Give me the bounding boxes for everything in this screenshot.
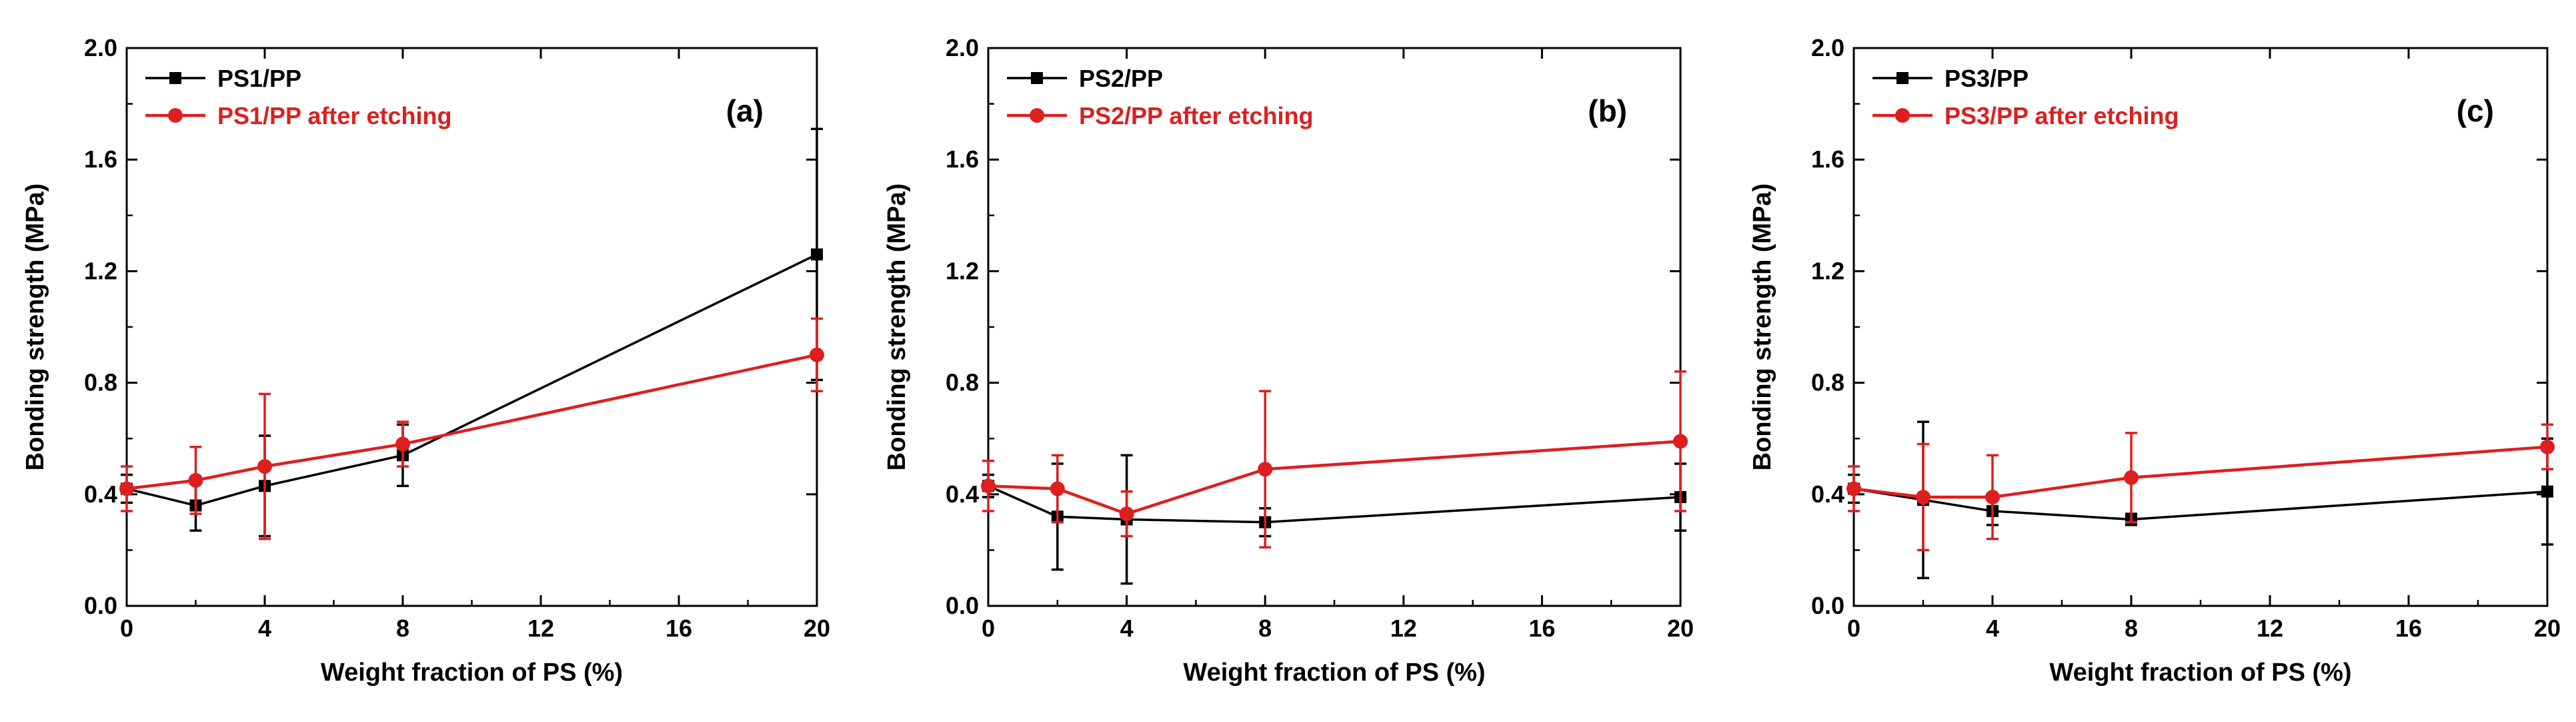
- legend-marker-square: [1896, 72, 1908, 84]
- legend-label: PS2/PP: [1079, 65, 1163, 92]
- legend-label: PS1/PP: [217, 65, 301, 92]
- x-tick-label: 12: [527, 615, 554, 642]
- legend-marker-square: [169, 72, 181, 84]
- y-axis-title: Bonding strength (MPa): [883, 184, 911, 471]
- x-tick-label: 16: [1528, 615, 1555, 642]
- y-tick-label: 1.2: [946, 257, 979, 284]
- data-point-circle: [981, 478, 996, 494]
- y-tick-label: 2.0: [1811, 34, 1844, 61]
- y-tick-label: 0.8: [946, 369, 979, 396]
- x-tick-label: 4: [1986, 615, 1999, 642]
- x-tick-label: 0: [1847, 615, 1860, 642]
- series-1: [982, 454, 1686, 585]
- data-point-circle: [395, 436, 410, 452]
- panel-label: (a): [726, 93, 764, 128]
- series-2: [1846, 423, 2555, 552]
- series-2: [119, 317, 824, 540]
- x-tick-label: 20: [2534, 615, 2561, 642]
- data-point-circle: [1846, 481, 1861, 496]
- panel-label: (b): [1588, 93, 1627, 128]
- legend: PS2/PP PS2/PP after etching: [1007, 65, 1313, 129]
- y-axis-title: Bonding strength (MPa): [21, 184, 49, 471]
- y-tick-label: 0.4: [1811, 480, 1844, 508]
- y-tick-label: 0.8: [1811, 369, 1844, 396]
- x-axis-title: Weight fraction of PS (%): [1183, 659, 1485, 687]
- series-2: [981, 370, 1688, 549]
- legend-marker-circle: [1030, 108, 1044, 123]
- chart-panel-b: 0 4 8 12 16 20 0.0 0.4 0.8 1.2 1.6 2.0 Weight fracti…: [883, 34, 1694, 687]
- series-line: [988, 484, 1681, 524]
- legend-label: PS3/PP: [1945, 65, 2029, 92]
- legend-label: PS1/PP after etching: [217, 102, 451, 129]
- data-point-circle: [810, 347, 824, 362]
- y-axis-title: Bonding strength (MPa): [1748, 184, 1776, 471]
- y-tick-label: 1.6: [946, 145, 979, 173]
- legend-marker-circle: [168, 108, 183, 123]
- x-tick-label: 20: [804, 615, 830, 642]
- data-point-square: [811, 248, 823, 261]
- data-point-circle: [1119, 506, 1134, 522]
- data-point-circle: [1673, 434, 1688, 449]
- y-tick-label: 0.8: [84, 369, 117, 396]
- series-line: [1853, 445, 2548, 499]
- data-point-circle: [1985, 489, 2000, 504]
- x-axis-title: Weight fraction of PS (%): [321, 659, 623, 687]
- plot-frame: [125, 47, 818, 607]
- x-tick-label: 0: [120, 615, 133, 642]
- data-point-circle: [188, 472, 203, 488]
- y-tick-label: 1.6: [84, 145, 117, 173]
- data-point-circle: [2540, 439, 2555, 454]
- legend-label: PS2/PP after etching: [1079, 102, 1313, 129]
- series-line: [126, 253, 818, 507]
- x-axis-title: Weight fraction of PS (%): [2049, 659, 2351, 687]
- y-tick-label: 1.2: [1811, 257, 1844, 284]
- data-point-circle: [257, 459, 272, 474]
- data-point-circle: [1916, 489, 1930, 504]
- data-point-square: [2541, 485, 2553, 498]
- legend-marker-square: [1031, 72, 1043, 84]
- y-tick-label: 0.4: [84, 480, 117, 508]
- y-tick-label: 2.0: [946, 34, 979, 61]
- x-tick-label: 12: [2257, 615, 2283, 642]
- x-tick-label: 8: [1258, 615, 1272, 642]
- chart-panel-a: 0 4 8 12 16 20 0.0 0.4 0.8 1.2 1.6 2.0 Weight fracti…: [21, 34, 830, 687]
- x-tick-label: 16: [666, 615, 692, 642]
- x-tick-label: 8: [396, 615, 409, 642]
- legend-label: PS3/PP after etching: [1945, 102, 2179, 129]
- x-tick-label: 4: [1120, 615, 1134, 642]
- y-tick-label: 0.0: [1811, 592, 1844, 619]
- legend-marker-circle: [1895, 108, 1910, 123]
- y-tick-label: 0.0: [946, 592, 979, 619]
- y-tick-label: 2.0: [84, 34, 117, 61]
- x-tick-label: 12: [1390, 615, 1417, 642]
- series-line: [1853, 487, 2548, 521]
- plot-frame: [1852, 47, 2549, 607]
- x-tick-label: 0: [982, 615, 995, 642]
- series-1: [1848, 420, 2553, 579]
- x-tick-label: 16: [2395, 615, 2422, 642]
- data-point-circle: [1258, 462, 1273, 477]
- data-point-circle: [1050, 481, 1065, 496]
- y-tick-label: 0.0: [84, 592, 117, 619]
- x-tick-label: 8: [2125, 615, 2138, 642]
- y-tick-label: 0.4: [946, 480, 979, 508]
- data-point-circle: [2124, 470, 2139, 485]
- panel-label: (c): [2457, 93, 2494, 128]
- x-tick-label: 20: [1667, 615, 1694, 642]
- chart-panel-c: 0 4 8 12 16 20 0.0 0.4 0.8 1.2 1.6 2.0 Weight fracti…: [1748, 34, 2561, 687]
- plot-frame: [987, 47, 1682, 607]
- data-point-circle: [119, 481, 134, 496]
- x-tick-label: 4: [258, 615, 271, 642]
- legend: PS3/PP PS3/PP after etching: [1872, 65, 2179, 129]
- y-tick-label: 1.2: [84, 257, 117, 284]
- legend: PS1/PP PS1/PP after etching: [145, 65, 451, 129]
- y-tick-label: 1.6: [1811, 145, 1844, 173]
